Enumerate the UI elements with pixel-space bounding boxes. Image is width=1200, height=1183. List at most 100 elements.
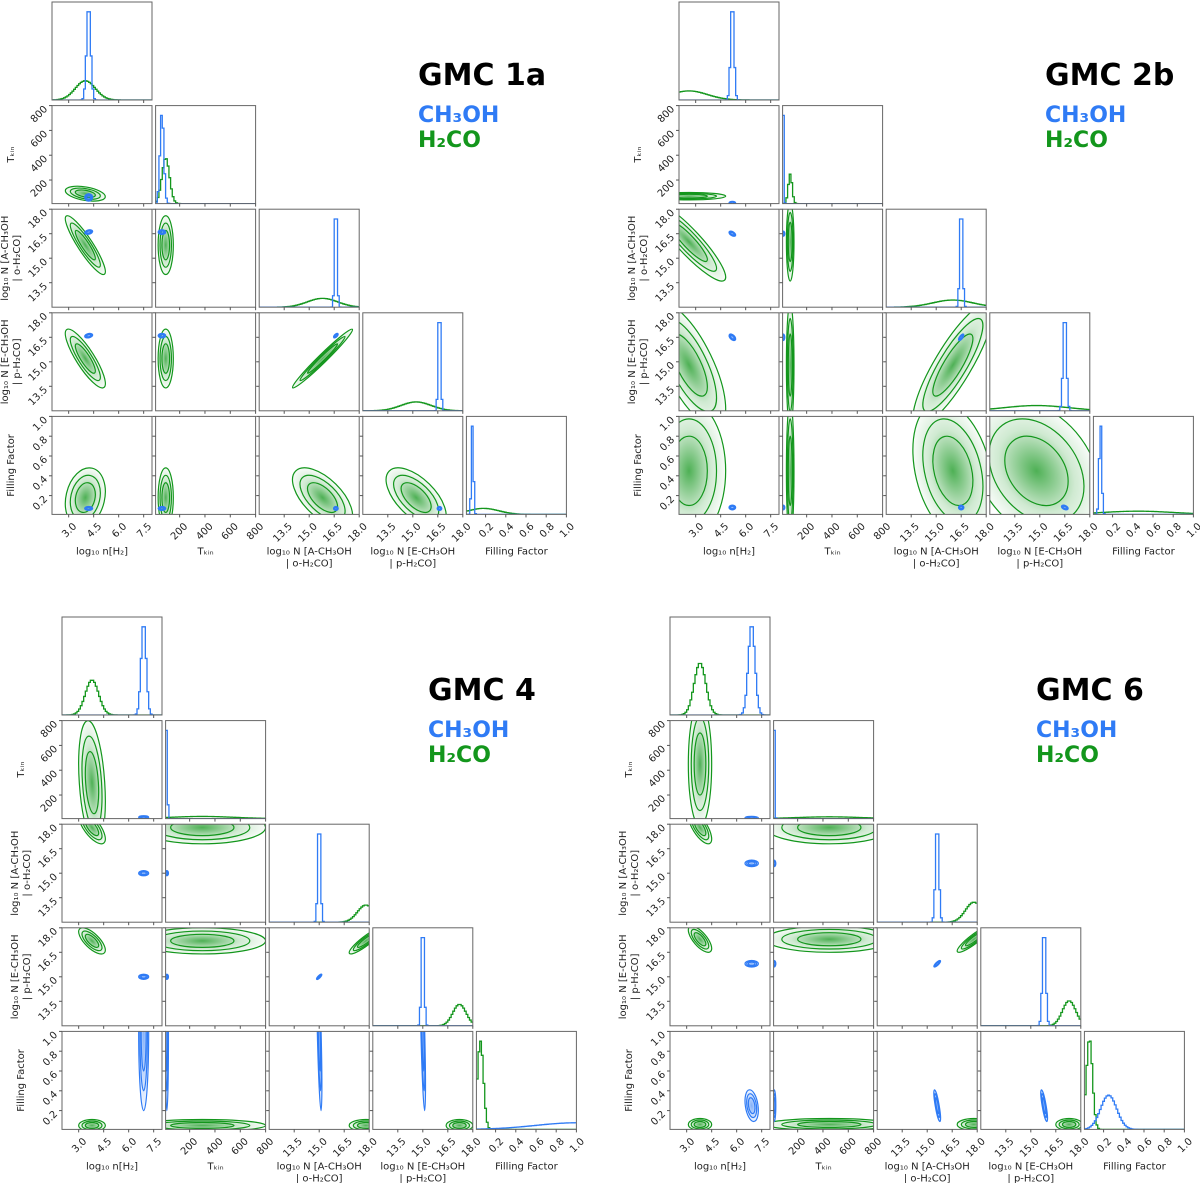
density-fill-h2co <box>989 416 1090 515</box>
cell-frame <box>782 312 884 412</box>
cell-frame <box>669 616 771 716</box>
cell-frame <box>876 1030 978 1130</box>
contour-level-h2co <box>69 335 101 382</box>
x-tick-label: 13.5 <box>271 521 295 545</box>
contour-level-ch3oh <box>744 1089 759 1123</box>
contour-level-h2co <box>989 416 1090 515</box>
cell-content <box>782 416 795 515</box>
x-tick-label: 400 <box>204 1136 225 1157</box>
y-tick-label: 0.4 <box>41 1089 60 1108</box>
contour-level-h2co <box>157 215 174 276</box>
cell-content <box>259 218 360 308</box>
x-tick-label: 0.2 <box>487 1136 506 1155</box>
marginal-histogram-NE <box>372 927 474 1029</box>
contour-level-ch3oh <box>773 1089 777 1123</box>
y-tick-label: 16.5 <box>645 951 669 975</box>
cell-content <box>64 185 106 202</box>
y-tick-label: 18.0 <box>37 823 61 847</box>
x-tick-label: 0.2 <box>477 521 496 540</box>
x-axis-label: | p-H₂CO] <box>1016 558 1063 569</box>
y-tick-label: 200 <box>656 178 677 199</box>
histogram-ch3oh <box>155 114 256 204</box>
contour-level-h2co <box>964 932 978 947</box>
contour-level-ch3oh <box>85 194 93 201</box>
x-tick-label: 13.5 <box>281 1136 305 1160</box>
contour-group-h2co <box>291 467 354 515</box>
contour-level-h2co <box>960 928 978 950</box>
cell-content <box>687 1089 759 1130</box>
contour-level-ch3oh <box>957 333 965 342</box>
joint-posterior-T-NE <box>162 927 267 1029</box>
contour-group-ch3oh <box>773 859 777 868</box>
cell-frame <box>51 415 153 515</box>
density-fill-h2co <box>679 312 726 411</box>
y-tick-label: 1.0 <box>41 1030 60 1049</box>
contour-group-ch3oh <box>744 859 759 868</box>
y-axis-label: log₁₀ N [A-CH₃OH <box>627 216 638 301</box>
cell-frame <box>465 415 567 515</box>
contour-group-h2co <box>773 824 874 845</box>
contour-level-ch3oh <box>782 333 786 342</box>
cell-frame <box>678 105 780 205</box>
contour-level-ch3oh <box>138 869 150 877</box>
marginal-histogram-NA <box>876 823 978 926</box>
contour-group-h2co <box>912 312 987 411</box>
histogram-h2co <box>989 404 1090 411</box>
x-tick-label: 4.5 <box>712 521 731 540</box>
density-fill-ch3oh <box>420 1031 426 1111</box>
cell-content <box>64 215 106 276</box>
marginal-histogram-NA <box>268 823 370 926</box>
y-axis-label: Tₖᵢₙ <box>6 147 17 164</box>
x-tick-label: 18.0 <box>973 521 997 545</box>
marginal-histogram-n <box>669 616 771 718</box>
x-tick-label: 3.0 <box>678 1136 697 1155</box>
contour-level-h2co <box>165 824 251 841</box>
cell-content <box>157 215 174 276</box>
contour-level-ch3oh <box>728 504 737 511</box>
y-tick-label: 800 <box>656 104 677 125</box>
x-tick-label: 1.0 <box>1185 521 1200 540</box>
x-axis-label: log₁₀ N [A-CH₃OH <box>267 546 352 557</box>
contour-level-h2co <box>679 193 708 199</box>
cell-content <box>466 425 567 515</box>
contour-group-h2co <box>679 312 727 411</box>
contour-level-ch3oh <box>138 815 150 819</box>
contour-level-ch3oh <box>782 504 786 511</box>
histogram-h2co <box>980 1000 1081 1026</box>
contour-level-ch3oh <box>138 1031 150 1112</box>
cell-frame <box>980 1030 1082 1130</box>
contour-level-h2co <box>922 317 984 411</box>
marginal-histogram-NA <box>885 208 987 311</box>
joint-posterior-n-NA: 13.515.016.518.0 log₁₀ N [A-CH₃OH | o-H₂CO… <box>627 208 780 311</box>
x-axis-label: log₁₀ N [A-CH₃OH <box>894 546 979 557</box>
cell-content <box>64 467 106 515</box>
y-tick-label: 16.5 <box>654 232 678 256</box>
marginal-histogram-NA <box>258 208 360 311</box>
contour-level-h2co <box>165 1120 251 1130</box>
x-tick-label: 600 <box>220 521 241 542</box>
joint-posterior-n-FF: 3.0 4.5 6.0 7.5 0.20.40.60.81.0 log₁₀ n[H₂] Fi… <box>633 415 781 558</box>
x-axis-label: log₁₀ n[H₂] <box>694 1161 746 1172</box>
y-axis-label: Filling Factor <box>624 1048 635 1112</box>
contour-level-h2co <box>687 720 713 819</box>
contour-group-h2co <box>989 416 1090 515</box>
y-tick-label: 13.5 <box>654 385 678 409</box>
x-tick-label: 18.0 <box>346 521 370 545</box>
joint-posterior-NA-NE <box>256 312 360 414</box>
contour-level-h2co <box>306 343 339 374</box>
histogram-ch3oh <box>165 729 266 819</box>
marginal-histogram-FF: 0.2 0.4 0.6 0.8 1.0 Filling Factor <box>475 1030 587 1172</box>
cell-content <box>362 321 463 411</box>
y-axis-label: | p-H₂CO] <box>639 338 650 385</box>
x-tick-label: 15.0 <box>923 521 947 545</box>
y-tick-label: 400 <box>656 154 677 175</box>
y-tick-label: 600 <box>656 129 677 150</box>
cell-content <box>679 209 737 282</box>
contour-level-h2co <box>687 927 713 953</box>
joint-posterior-n-T: 200 400 600 800 Tₖᵢₙ <box>6 104 153 207</box>
y-tick-label: 800 <box>29 104 50 125</box>
cell-content <box>912 312 987 411</box>
y-axis-label: | p-H₂CO] <box>630 953 641 1000</box>
contour-group-ch3oh <box>332 505 339 512</box>
